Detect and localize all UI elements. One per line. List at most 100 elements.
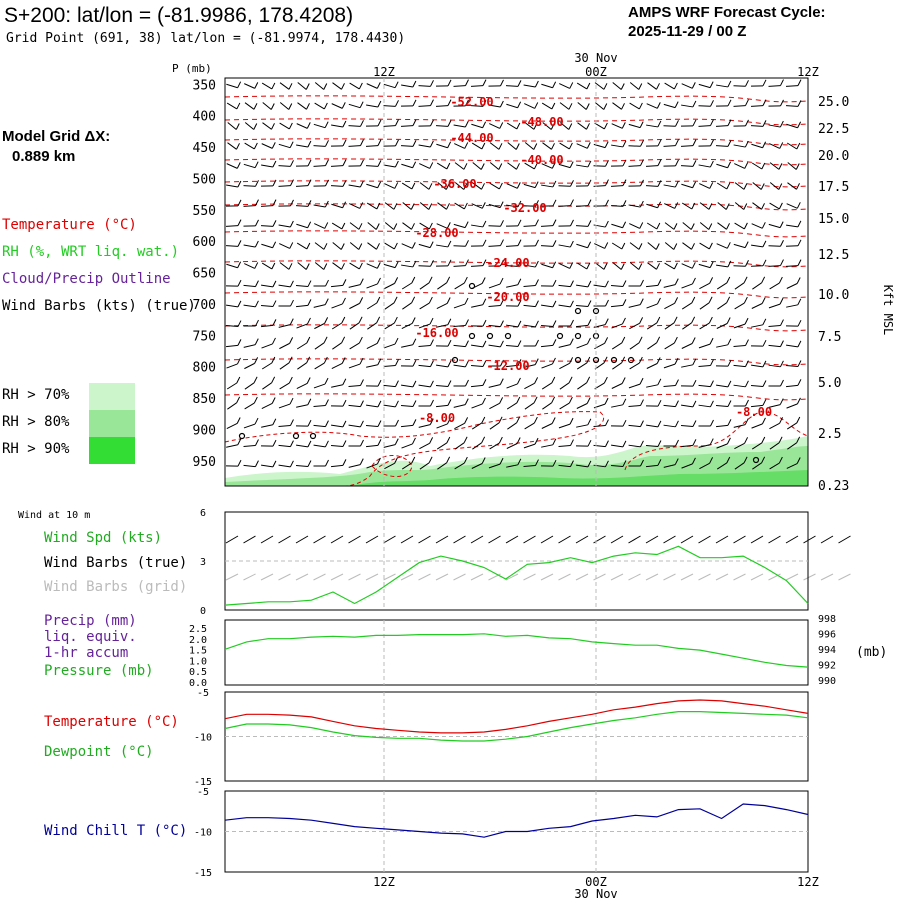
- isotherm-line: [224, 393, 809, 401]
- wind-barb-flag: [586, 376, 591, 384]
- wind-barb: [663, 145, 676, 147]
- wind-barb-flag: [761, 222, 766, 229]
- pressure-tick-label: 900: [193, 424, 216, 439]
- wind-barb: [716, 323, 728, 329]
- wind-barb: [629, 82, 640, 90]
- model-grid-label: Model Grid ΔX:: [2, 128, 111, 145]
- height-tick-label: 20.0: [818, 149, 849, 164]
- wind-barb-flag: [324, 222, 329, 229]
- wind-barb-flag: [796, 277, 801, 284]
- wind-barb: [752, 202, 762, 210]
- wind-barb: [682, 322, 692, 330]
- wind-barb-flag: [605, 179, 609, 186]
- wind-barb: [243, 304, 256, 308]
- wind-barb-flag: [690, 223, 695, 230]
- pressure-tick-label: 998: [818, 614, 836, 625]
- wind-barb: [419, 442, 430, 450]
- height-tick-label: 5.0: [818, 376, 841, 391]
- wind-barb: [506, 183, 518, 189]
- surface-wind-barb: [750, 535, 764, 544]
- precip-liq-label: liq. equiv.: [44, 629, 137, 645]
- wind-barb-flag: [535, 300, 539, 307]
- wind-barb-flag: [342, 180, 347, 187]
- wind-barb: [647, 262, 657, 270]
- wind-barb-flag: [797, 100, 802, 107]
- wind-barb: [260, 324, 274, 328]
- wind-barb-flag: [762, 360, 767, 368]
- wind-barb: [366, 283, 378, 289]
- grid-wind-barb: [330, 573, 344, 581]
- calm-marker: [592, 307, 600, 315]
- wind-barb-flag: [325, 420, 329, 427]
- wind-barb-flag: [429, 380, 434, 388]
- wind-barb: [401, 384, 413, 388]
- wind-barb: [435, 125, 449, 127]
- wind-barb-flag: [499, 340, 504, 348]
- wind-barb-flag: [587, 439, 592, 447]
- wind-barb-flag: [780, 99, 784, 107]
- grid-wind-barb: [400, 573, 414, 581]
- wind-barb: [629, 102, 640, 110]
- wind-barb: [698, 83, 711, 89]
- wind-barb-flag: [464, 297, 469, 305]
- wind-barb: [559, 122, 570, 130]
- wind-barb-flag: [290, 199, 294, 207]
- dewpoint-label: Dewpoint (°C): [44, 744, 154, 760]
- wind-barb-flag: [622, 159, 627, 167]
- wind-barb-flag: [342, 297, 346, 305]
- wind-barb: [470, 85, 484, 87]
- surface-wind-barb: [610, 535, 624, 544]
- wind-barb: [507, 162, 517, 170]
- wind-barb: [419, 282, 430, 290]
- wind-barb-flag: [307, 299, 312, 306]
- height-tick-label: 17.5: [818, 180, 849, 195]
- wind-barb: [489, 123, 500, 129]
- wind-barb-flag: [306, 103, 310, 110]
- wind-barb-flag: [727, 419, 732, 426]
- wind-barb-flag: [656, 357, 661, 364]
- wind-barb-flag: [675, 379, 679, 386]
- wind-barb-flag: [517, 458, 522, 466]
- grid-wind-barb: [558, 573, 571, 581]
- wind-barb-flag: [411, 276, 416, 284]
- wind-barb: [331, 222, 343, 230]
- wind-barb-flag: [305, 83, 310, 90]
- rh-legend-70: RH > 70%: [2, 387, 70, 403]
- wind-barb-flag: [709, 261, 714, 268]
- wind-barb-flag: [657, 180, 662, 187]
- wind-barb-flag: [377, 439, 382, 446]
- wind-barb-flag: [745, 119, 749, 127]
- wind-barb: [645, 185, 659, 187]
- wind-barb: [575, 205, 589, 207]
- surface-wind-barb: [278, 535, 291, 544]
- wind-barb: [260, 205, 274, 207]
- wind-barb: [384, 322, 395, 330]
- wind-barb-flag: [674, 202, 679, 209]
- wind-barb: [663, 464, 676, 468]
- wind-barb: [243, 185, 256, 187]
- pressure-tick-label: 700: [193, 298, 216, 313]
- wind-barb: [715, 404, 729, 408]
- wind-barb-flag: [605, 419, 609, 426]
- wind-barb-flag: [342, 420, 347, 428]
- wind-barb-flag: [429, 418, 434, 425]
- wind-barb: [715, 125, 729, 127]
- wind-barb-flag: [673, 336, 678, 344]
- height-tick-label: 12.5: [818, 248, 849, 263]
- wind-barb: [506, 103, 518, 109]
- wind-barb: [629, 362, 640, 370]
- wind-barb: [523, 304, 536, 308]
- wind-barb: [384, 222, 395, 230]
- wind-barb-flag: [428, 203, 433, 210]
- wind-barb: [330, 444, 344, 448]
- wind-barb-flag: [359, 420, 364, 428]
- wind-barb-flag: [376, 82, 381, 89]
- calm-marker: [292, 432, 300, 440]
- wind-barb: [418, 384, 431, 388]
- surface-wind-barb: [435, 535, 449, 544]
- pressure-tick-label: 950: [193, 455, 216, 470]
- wind-barb: [488, 344, 501, 348]
- wind-barb-flag: [393, 296, 398, 304]
- wind-barb: [715, 424, 729, 428]
- pressure-tick-label: 400: [193, 110, 216, 125]
